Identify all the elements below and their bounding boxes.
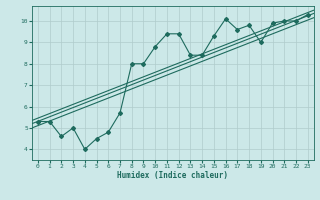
X-axis label: Humidex (Indice chaleur): Humidex (Indice chaleur) <box>117 171 228 180</box>
